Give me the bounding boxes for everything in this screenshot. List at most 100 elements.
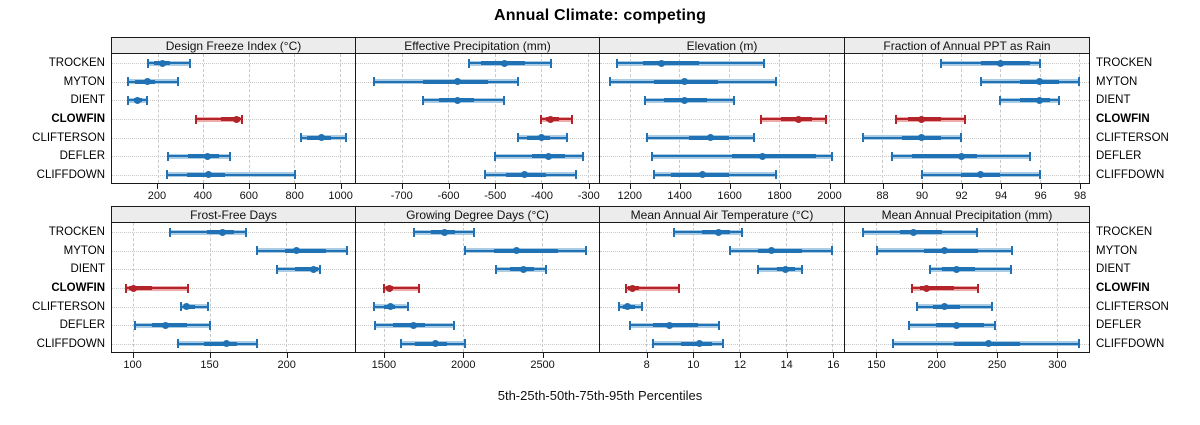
series-cap — [549, 58, 552, 68]
series-cap — [940, 58, 943, 68]
row-guide — [112, 325, 355, 327]
tick-mark — [997, 353, 999, 358]
row-label-left: DIENT — [70, 94, 106, 107]
panel-x-axis: 88 90 92 94 96 98 — [845, 184, 1090, 204]
series-median-dot — [183, 303, 191, 311]
row-label-right: CLOWFIN — [1096, 282, 1150, 294]
series-median-dot — [910, 228, 917, 236]
tick-label: 8 — [643, 359, 650, 371]
tick-mark — [286, 353, 288, 358]
series-cap — [892, 339, 895, 349]
row-guide — [356, 174, 599, 176]
series-range-line — [166, 173, 296, 176]
tick-label: 2000 — [450, 359, 476, 371]
series-iqr — [911, 154, 977, 159]
series-cap — [582, 151, 585, 161]
series-cap — [463, 339, 466, 349]
row-guide — [356, 137, 599, 139]
series-cap — [126, 95, 129, 105]
series-median-dot — [666, 321, 674, 329]
series-median-dot — [500, 59, 508, 67]
row-label-right: CLOWFIN — [1096, 113, 1150, 125]
tick-label: 1800 — [767, 190, 792, 202]
series-cap — [133, 320, 136, 330]
series-cap — [294, 170, 297, 180]
row-guide — [356, 232, 599, 234]
series-cap — [891, 151, 894, 161]
series-median-dot — [1036, 78, 1044, 86]
series-median-dot — [432, 340, 440, 348]
series-median-dot — [513, 247, 521, 255]
series-cap — [1038, 170, 1041, 180]
row-guide — [112, 63, 355, 65]
row-label-left: DEFLER — [59, 319, 105, 332]
series-cap — [895, 114, 898, 124]
series-cap — [400, 339, 403, 349]
row-label-right: CLIFFDOWN — [1096, 168, 1165, 181]
series-cap — [245, 227, 248, 237]
series-cap — [1058, 95, 1061, 105]
series-cap — [493, 151, 496, 161]
panel-x-axis: 100 150 200 — [111, 353, 356, 373]
grid-vline — [1039, 54, 1041, 183]
series-median-dot — [680, 78, 688, 86]
tick-mark — [829, 184, 831, 189]
series-cap — [256, 339, 259, 349]
series-iqr — [643, 61, 700, 66]
series-cap — [169, 227, 172, 237]
series-median-dot — [977, 171, 985, 179]
grid-vline — [286, 223, 288, 352]
grid-vline — [587, 54, 589, 183]
tick-label: 12 — [733, 359, 747, 371]
series-iqr — [758, 248, 803, 253]
series-median-dot — [385, 284, 393, 292]
row-guide — [600, 306, 844, 308]
series-cap — [977, 283, 980, 293]
series-cap — [179, 302, 182, 312]
series-cap — [729, 246, 732, 256]
series-cap — [503, 95, 506, 105]
series-cap — [999, 95, 1002, 105]
series-iqr — [731, 154, 817, 159]
grid-vline — [448, 54, 450, 183]
series-cap — [516, 133, 519, 143]
series-cap — [831, 246, 834, 256]
series-median-dot — [696, 340, 704, 348]
row-guide — [112, 269, 355, 271]
series-median-dot — [759, 152, 767, 160]
series-iqr — [295, 267, 319, 272]
panel-title: Growing Degree Days (°C) — [406, 207, 549, 222]
grid-vline — [996, 223, 998, 352]
tick-mark — [786, 353, 788, 358]
series-median-dot — [658, 59, 666, 67]
tick-label: 94 — [994, 190, 1008, 202]
row-guide — [112, 137, 355, 139]
tick-mark — [646, 353, 648, 358]
tick-label: 2000 — [817, 190, 842, 202]
grid-vline — [692, 223, 694, 352]
tick-mark — [1057, 353, 1059, 358]
row-guide — [845, 119, 1089, 120]
tick-label: 400 — [193, 190, 213, 202]
grid-vline — [629, 54, 631, 183]
series-cap — [678, 283, 680, 293]
tick-mark — [729, 184, 731, 189]
series-median-dot — [918, 115, 926, 123]
row-label-right: DEFLER — [1096, 319, 1142, 332]
series-iqr — [188, 154, 220, 159]
series-cap — [976, 227, 979, 237]
series-median-dot — [161, 321, 169, 329]
series-iqr — [653, 323, 698, 328]
series-median-dot — [629, 284, 637, 292]
tick-label: 1000 — [328, 190, 353, 202]
panel-plot — [600, 54, 845, 184]
series-median-dot — [129, 284, 137, 292]
panel-title: Design Freeze Index (°C) — [165, 38, 302, 53]
series-range-line — [196, 118, 243, 120]
series-cap — [907, 320, 910, 330]
series-median-dot — [520, 265, 528, 273]
row-guide — [112, 81, 355, 83]
panel-x-axis: 1500 2000 2500 — [356, 353, 600, 373]
series-median-dot — [953, 321, 961, 329]
series-cap — [276, 264, 279, 274]
